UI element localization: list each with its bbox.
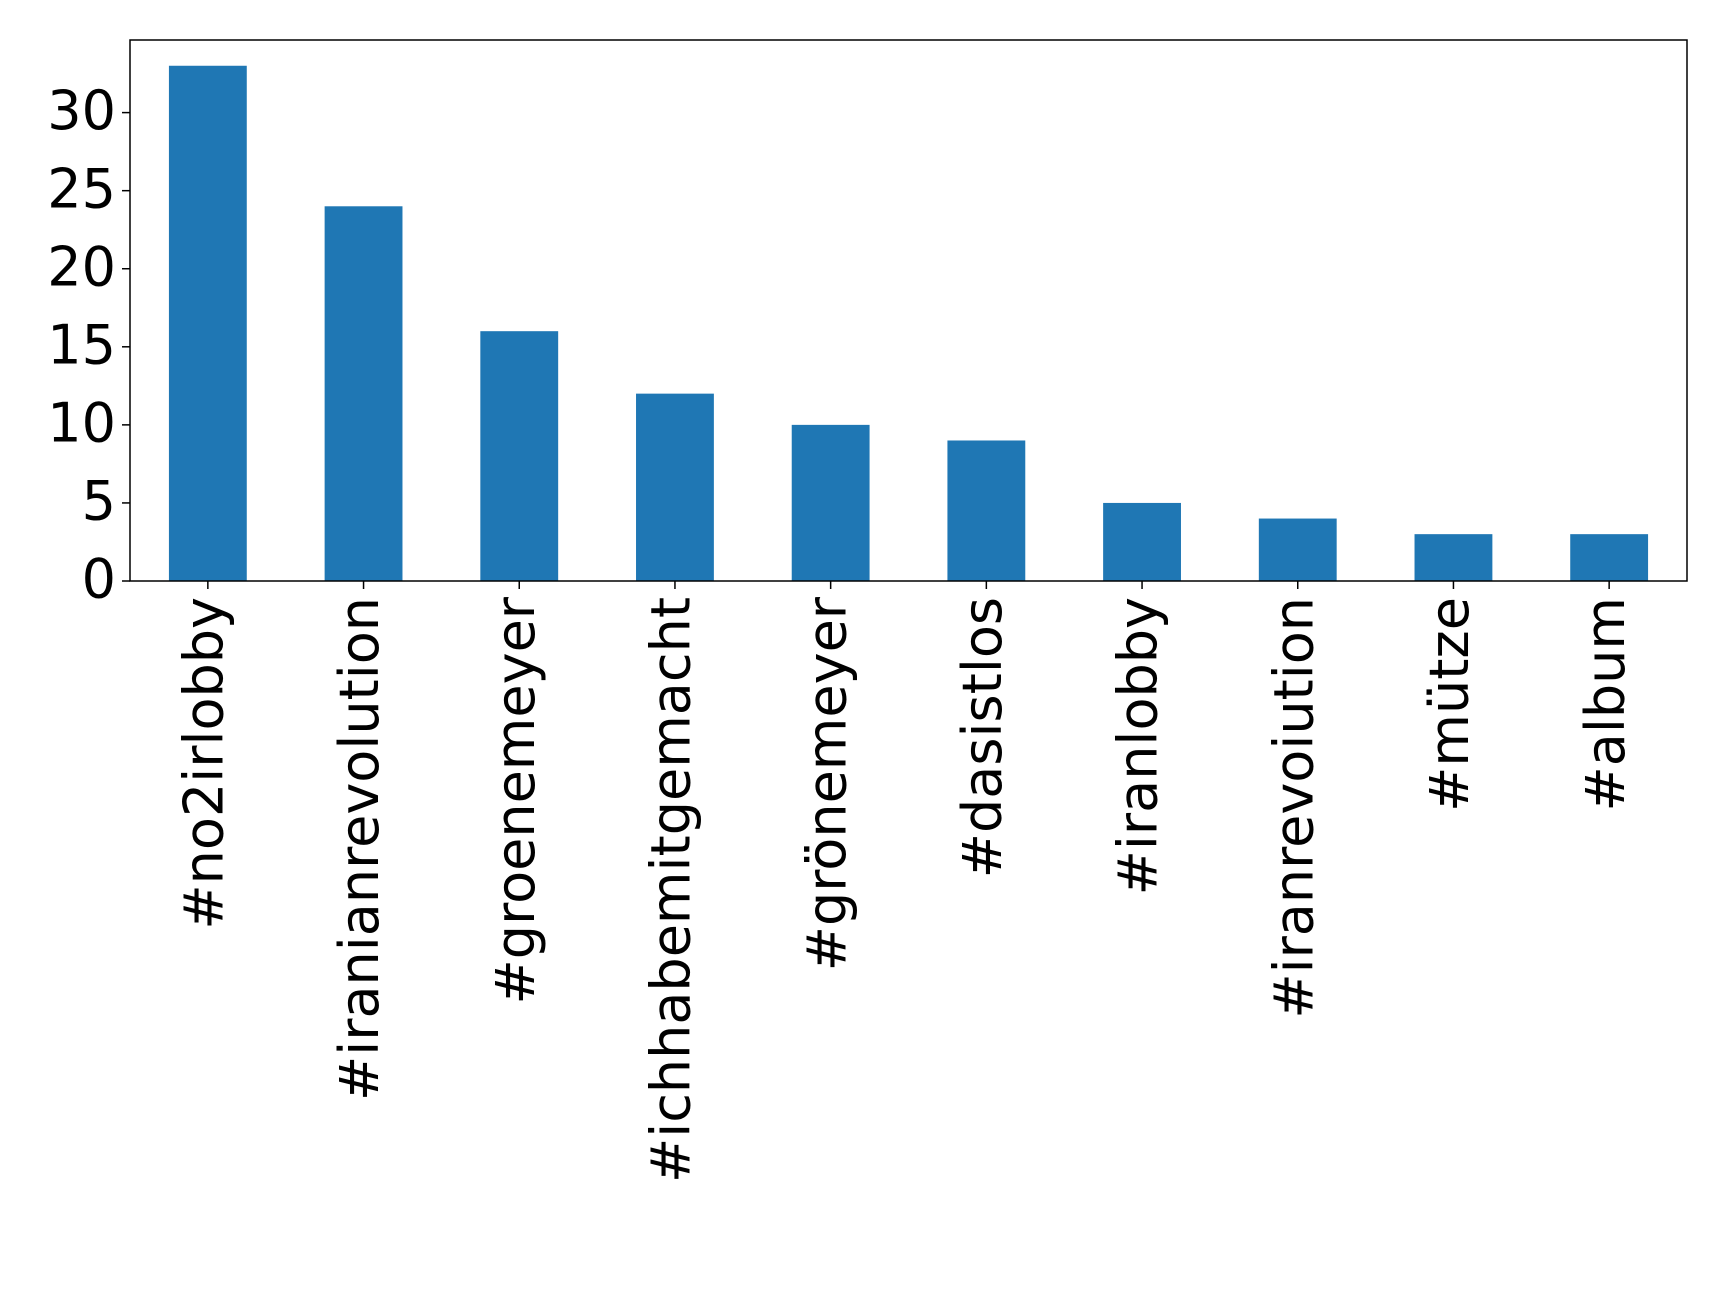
x-tick-label: #iranlobby bbox=[1107, 597, 1170, 895]
x-tick-label: #album bbox=[1574, 597, 1637, 811]
bar bbox=[636, 393, 714, 581]
bar bbox=[947, 440, 1026, 581]
y-tick-label: 25 bbox=[47, 157, 116, 220]
y-tick-label: 20 bbox=[47, 235, 116, 298]
x-tick-label: #ichhabemitgemacht bbox=[640, 597, 703, 1183]
bar bbox=[791, 424, 870, 581]
y-tick-label: 30 bbox=[47, 79, 116, 142]
y-tick-label: 0 bbox=[82, 548, 116, 611]
x-tick-label: #no2irlobby bbox=[172, 597, 235, 930]
x-tick-label: #iranrevoiution bbox=[1262, 597, 1325, 1019]
x-tick-label: #iranianrevolution bbox=[328, 597, 391, 1101]
bar bbox=[1414, 534, 1493, 581]
bar bbox=[480, 331, 559, 581]
bar bbox=[324, 206, 403, 582]
bar bbox=[1103, 502, 1181, 581]
y-tick-label: 10 bbox=[47, 392, 116, 455]
y-tick-label: 15 bbox=[47, 313, 116, 376]
plot-frame bbox=[129, 39, 1688, 582]
x-tick-label: #dasistlos bbox=[951, 597, 1014, 878]
x-tick-label: #mütze bbox=[1418, 597, 1481, 812]
y-tick-label: 5 bbox=[82, 470, 116, 533]
bar bbox=[168, 65, 247, 581]
x-tick-label: #grönemeyer bbox=[795, 596, 858, 971]
bar bbox=[1258, 518, 1337, 581]
bar bbox=[1570, 534, 1649, 581]
x-tick-label: #groenemeyer bbox=[484, 596, 547, 1004]
